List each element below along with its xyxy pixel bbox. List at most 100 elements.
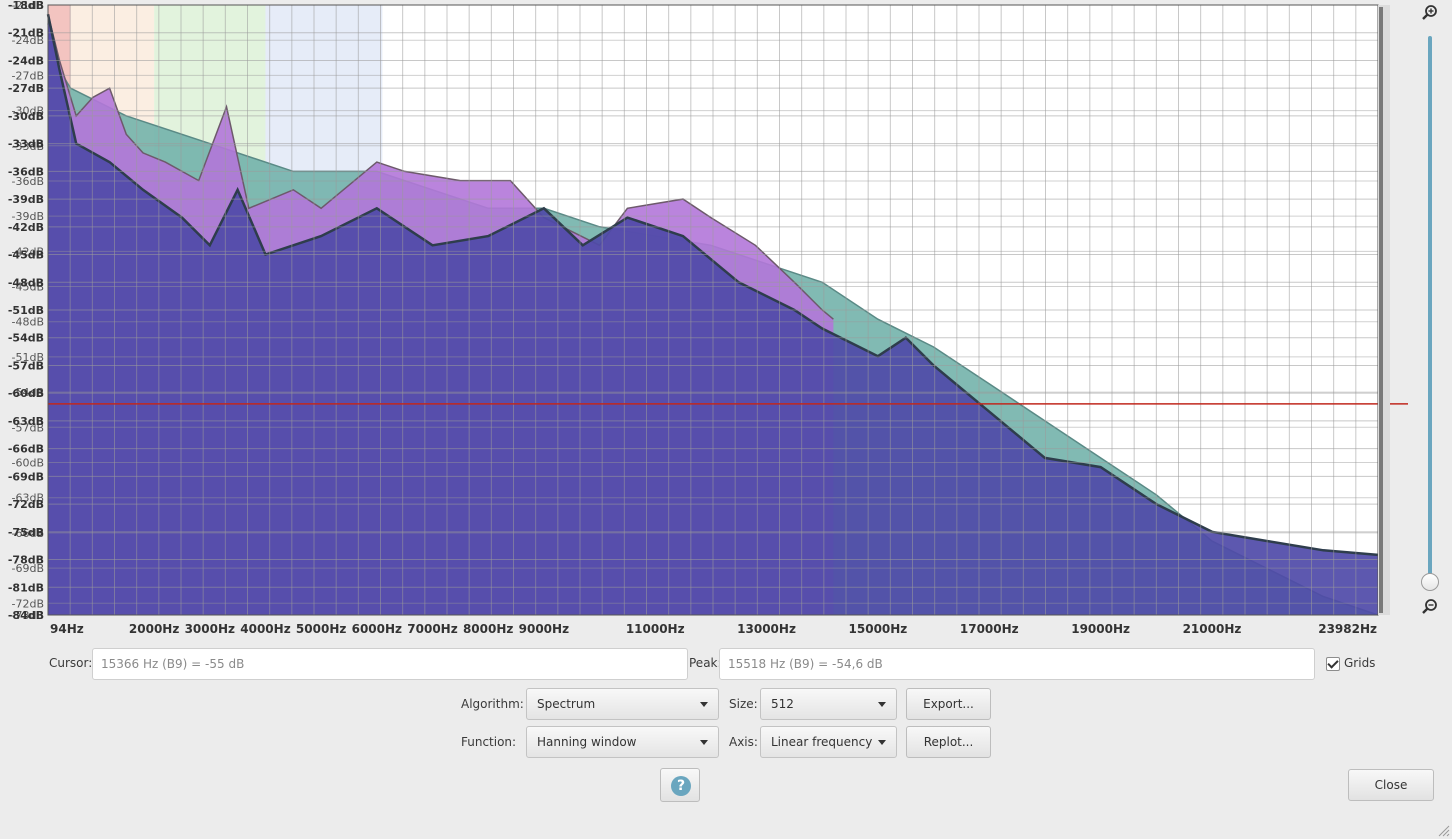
cursor-label: Cursor: (49, 656, 93, 670)
y-tick-label-a: -63dB (8, 415, 44, 428)
close-button[interactable]: Close (1348, 769, 1434, 801)
y-tick-label-b: -30dB (12, 105, 45, 118)
y-tick-label-a: -75dB (8, 526, 44, 539)
y-tick-label-b: -66dB (12, 527, 45, 540)
x-tick-label: 17000Hz (960, 622, 1019, 636)
replot-button[interactable]: Replot... (906, 726, 991, 758)
y-tick-label-a: -57dB (8, 359, 44, 372)
grids-checkbox[interactable] (1326, 657, 1340, 671)
y-axis-b-labels: -21dB -24dB -27dB -30dB -33dB -36dB -39dB -42dB… (12, 0, 45, 622)
spectrum-plot[interactable]: -21dB-24dB-27dB-30dB-33dB-36dB-39dB-42dB… (0, 0, 1452, 645)
series-line-2 (46, 13, 1379, 557)
help-icon: ? (671, 776, 691, 796)
y-tick-label-b: -57dB (12, 421, 45, 434)
y-tick-label-a: -24dB (8, 54, 44, 67)
chevron-down-icon (700, 702, 708, 707)
y-tick-label-b: -24dB (12, 34, 45, 47)
chevron-down-icon (700, 740, 708, 745)
y-tick-label-b: -45dB (12, 281, 45, 294)
y-tick-label-b: -39dB (12, 210, 45, 223)
x-tick-label: 11000Hz (626, 622, 685, 636)
y-tick-label-a: -48dB (8, 276, 44, 289)
y-tick-label-a: -18dB (8, 0, 44, 12)
x-tick-label: 19000Hz (1071, 622, 1130, 636)
y-tick-label-b: -51dB (12, 351, 45, 364)
y-tick-label-b: -33dB (12, 140, 45, 153)
resize-grip-icon[interactable] (1436, 823, 1450, 837)
y-tick-label-a: -78dB (8, 554, 44, 567)
peak-label: Peak: (689, 656, 722, 670)
y-tick-label-b: -72dB (12, 597, 45, 610)
y-tick-label-b: -27dB (12, 69, 45, 82)
y-tick-label-b: -42dB (12, 245, 45, 258)
x-tick-label: 94Hz (50, 622, 84, 636)
x-tick-label: 13000Hz (737, 622, 796, 636)
y-tick-label-a: -72dB (8, 498, 44, 511)
y-tick-label-b: -73dB (12, 609, 45, 622)
y-tick-label-b: -36dB (12, 175, 45, 188)
size-value: 512 (771, 697, 794, 711)
y-tick-label-b: -60dB (12, 457, 45, 470)
function-value: Hanning window (537, 735, 637, 749)
cursor-field[interactable]: 15366 Hz (B9) = -55 dB (92, 648, 688, 680)
peak-field[interactable]: 15518 Hz (B9) = -54,6 dB (719, 648, 1315, 680)
y-tick-label-a: -21dB (8, 27, 44, 40)
y-tick-label-a: -30dB (8, 110, 44, 123)
chevron-down-icon (878, 740, 886, 745)
algorithm-value: Spectrum (537, 697, 596, 711)
y-tick-label-a: -60dB (8, 387, 44, 400)
chevron-down-icon (878, 702, 886, 707)
axis-value: Linear frequency (771, 735, 873, 749)
check-mark-icon (1327, 657, 1339, 669)
y-tick-label-a: -45dB (8, 249, 44, 262)
y-tick-label-b: -21dB (12, 0, 45, 12)
x-tick-label: 5000Hz (296, 622, 346, 636)
series-line-1 (47, 14, 834, 320)
x-tick-label: 21000Hz (1183, 622, 1242, 636)
y-tick-label-a: -69dB (8, 470, 44, 483)
y-tick-label-b: -48dB (12, 316, 45, 329)
size-label: Size: (729, 697, 758, 711)
zoom-in-icon[interactable] (1421, 4, 1439, 22)
x-tick-label: 8000Hz (463, 622, 513, 636)
y-tick-label-b: -69dB (12, 562, 45, 575)
axis-label: Axis: (729, 735, 758, 749)
plot-right-bar (1379, 7, 1383, 613)
y-tick-label-a: -33dB (8, 138, 44, 151)
export-button[interactable]: Export... (906, 688, 991, 720)
grid-lines (48, 4, 1378, 616)
zoom-slider-track[interactable] (1428, 36, 1432, 584)
y-tick-label-a: -54dB (8, 332, 44, 345)
y-tick-label-a: -51dB (8, 304, 44, 317)
y-axis-a-labels: -18dB-21dB-24dB-27dB-30dB-33dB-36dB-39dB… (8, 0, 44, 622)
algorithm-label: Algorithm: (461, 697, 524, 711)
y-tick-label-a: -84dB (8, 609, 44, 622)
x-tick-label: 23982Hz (1318, 622, 1377, 636)
y-tick-label-a: -36dB (8, 165, 44, 178)
x-tick-label: 6000Hz (352, 622, 402, 636)
help-button[interactable]: ? (660, 768, 700, 802)
plot-frame (47, 4, 1390, 616)
y-tick-label-a: -27dB (8, 82, 44, 95)
x-tick-label: 4000Hz (240, 622, 290, 636)
x-tick-label: 3000Hz (185, 622, 235, 636)
y-tick-label-b: -63dB (12, 492, 45, 505)
x-axis-labels: 94Hz 2000Hz 3000Hz 4000Hz 5000Hz 6000Hz 7000Hz… (50, 622, 1377, 636)
x-tick-label: 7000Hz (407, 622, 457, 636)
y-tick-label-a: -66dB (8, 443, 44, 456)
function-select[interactable]: Hanning window (526, 726, 719, 758)
zoom-slider-thumb[interactable] (1421, 573, 1439, 591)
size-select[interactable]: 512 (760, 688, 897, 720)
x-tick-label: 15000Hz (849, 622, 908, 636)
grids-label[interactable]: Grids (1344, 656, 1376, 670)
function-label: Function: (461, 735, 517, 749)
axis-select[interactable]: Linear frequency (760, 726, 897, 758)
y-tick-label-a: -39dB (8, 193, 44, 206)
y-tick-label-b: -54dB (12, 386, 45, 399)
y-tick-label-a: -81dB (8, 581, 44, 594)
x-tick-label: 9000Hz (519, 622, 569, 636)
x-tick-label: 2000Hz (129, 622, 179, 636)
y-tick-label-a: -42dB (8, 221, 44, 234)
algorithm-select[interactable]: Spectrum (526, 688, 719, 720)
zoom-out-icon[interactable] (1421, 598, 1439, 616)
